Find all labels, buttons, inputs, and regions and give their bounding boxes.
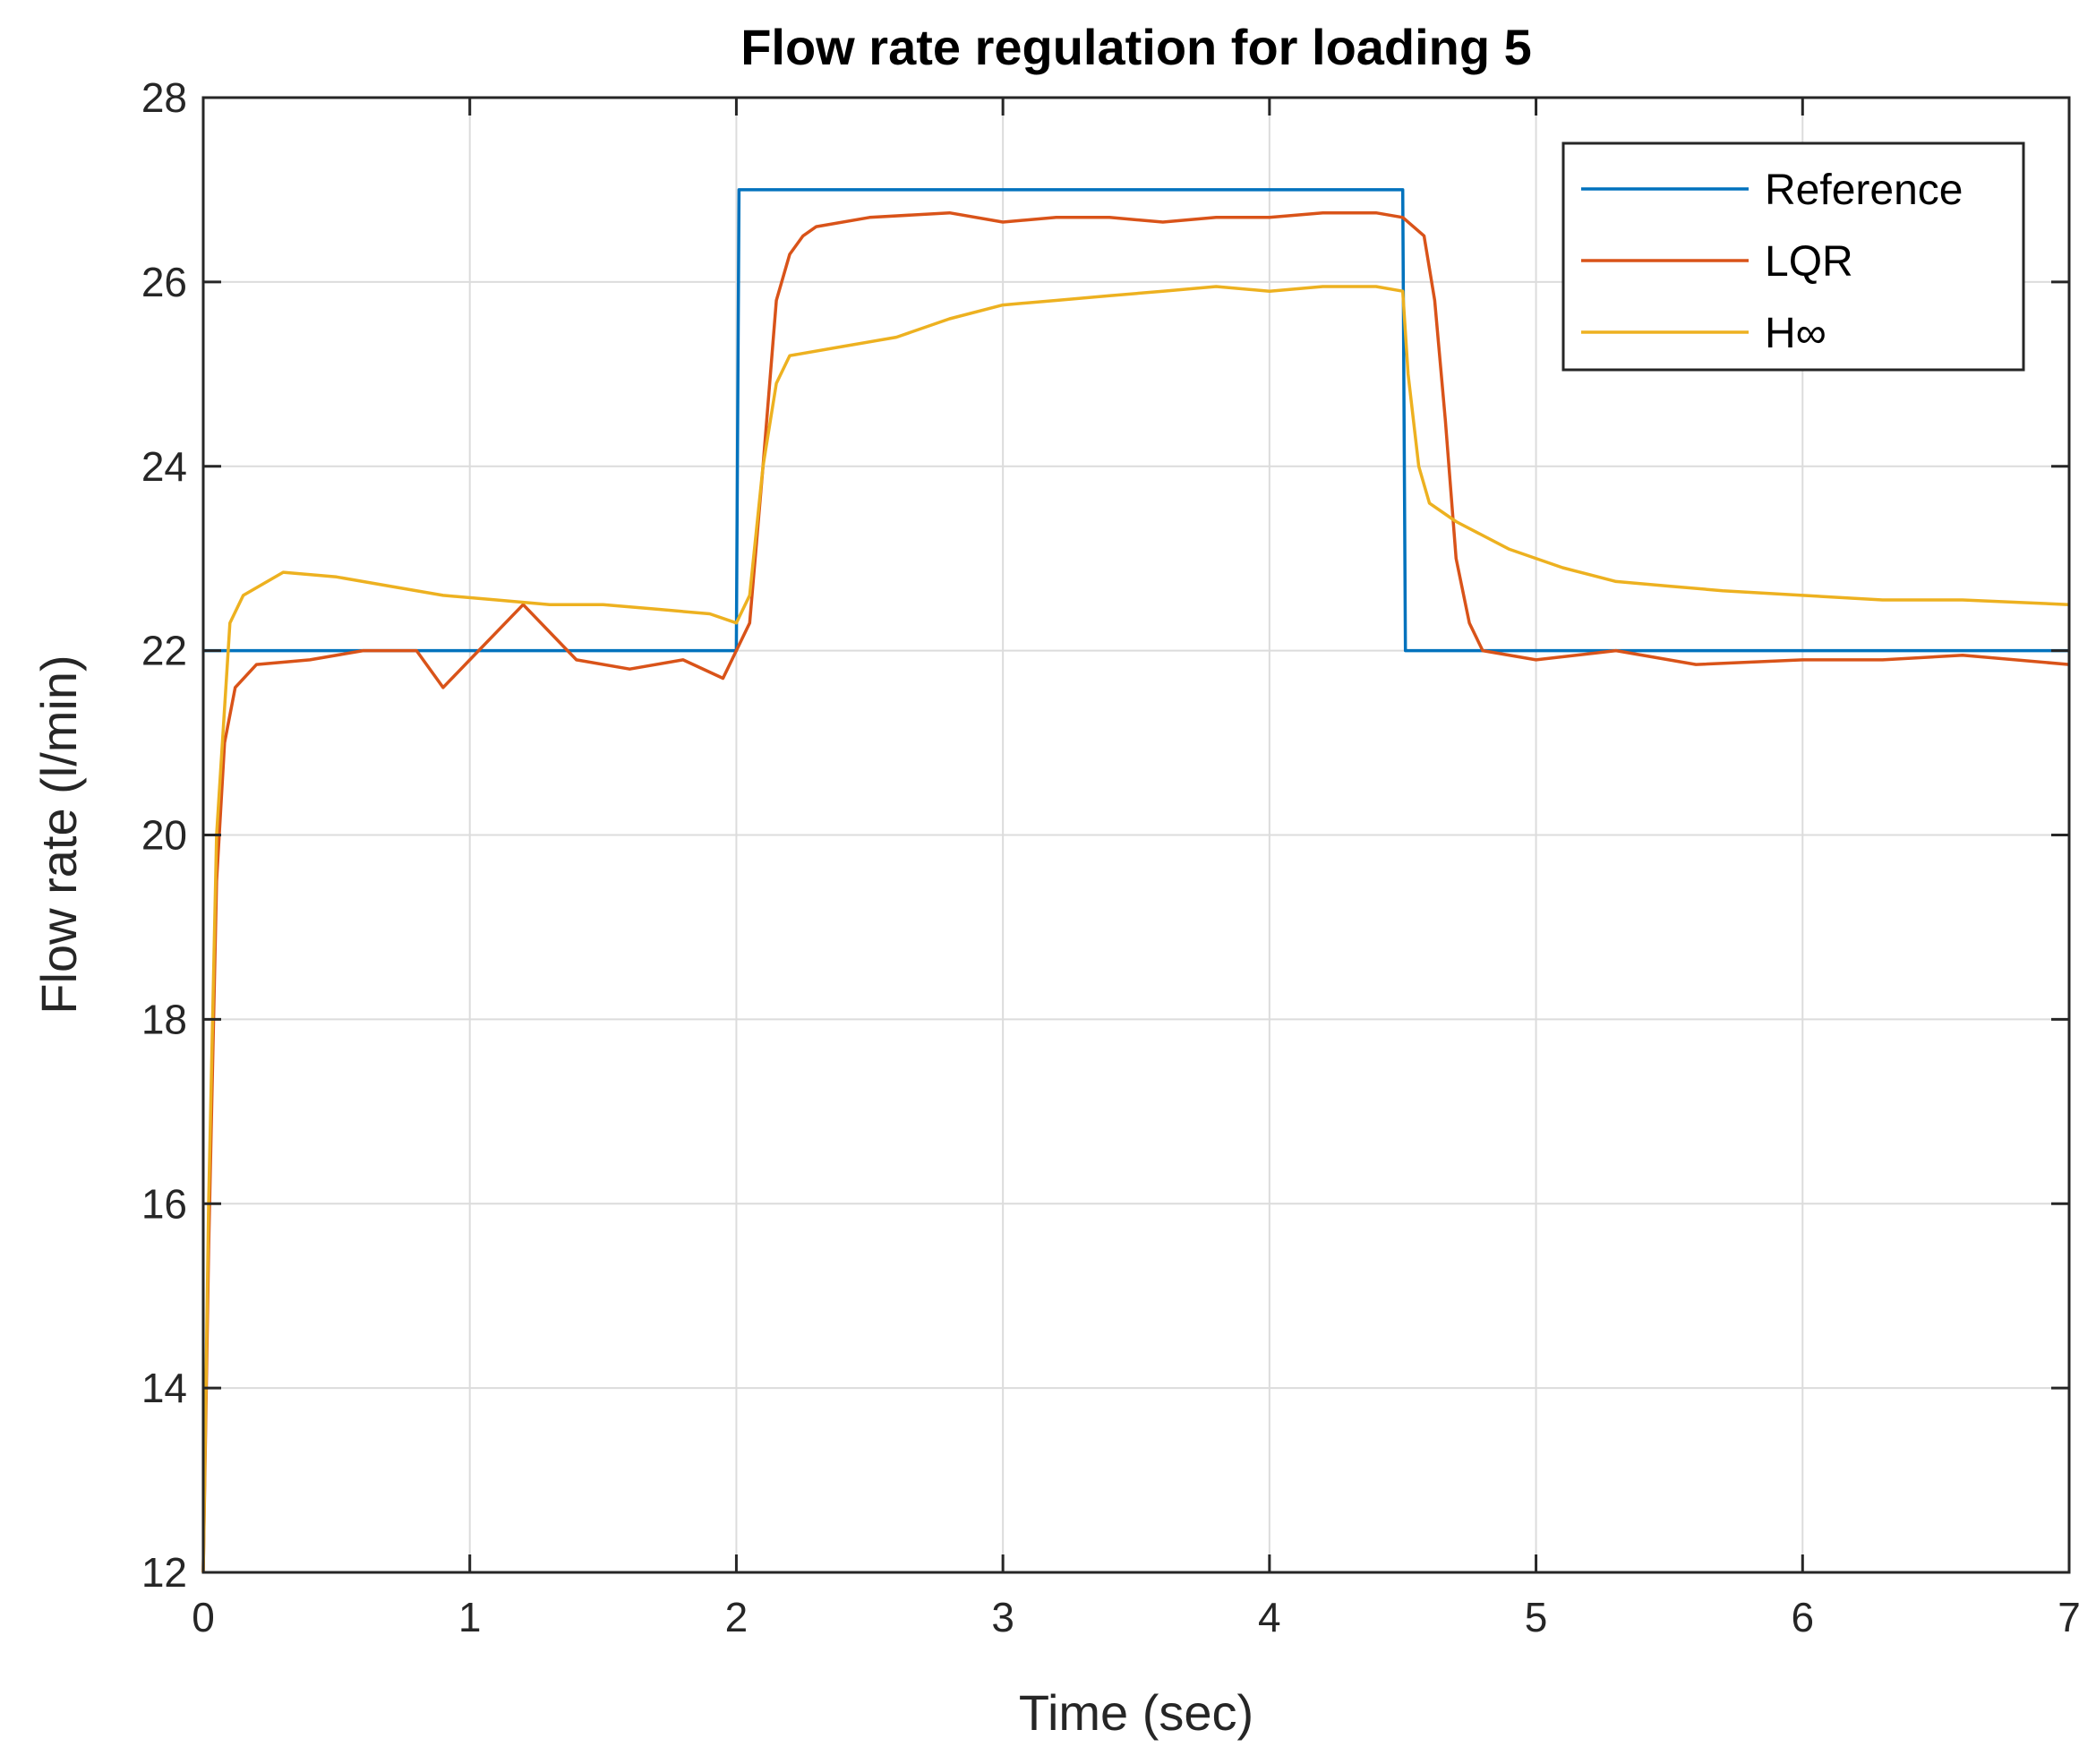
y-tick-label-22: 22 — [141, 628, 187, 674]
y-tick-label-28: 28 — [141, 74, 187, 121]
x-tick-label-4: 4 — [1258, 1594, 1281, 1640]
legend-label-2: H∞ — [1765, 310, 1827, 357]
x-tick-label-5: 5 — [1525, 1594, 1548, 1640]
x-tick-label-3: 3 — [991, 1594, 1014, 1640]
y-tick-label-24: 24 — [141, 443, 187, 490]
y-tick-label-18: 18 — [141, 996, 187, 1042]
series-line-2 — [201, 285, 2070, 1573]
legend-label-0: Reference — [1765, 167, 1963, 214]
y-tick-label-26: 26 — [141, 259, 187, 305]
series-line-0 — [203, 188, 2069, 653]
chart-title: Flow rate regulation for loading 5 — [740, 19, 1532, 75]
x-tick-label-0: 0 — [192, 1594, 215, 1640]
series-line-1 — [201, 210, 2070, 1573]
x-axis-label: Time (sec) — [1019, 1684, 1253, 1741]
x-tick-label-6: 6 — [1791, 1594, 1814, 1640]
y-tick-label-16: 16 — [141, 1180, 187, 1227]
y-axis-label: Flow rate (l/min) — [30, 655, 87, 1014]
y-tick-label-12: 12 — [141, 1549, 187, 1596]
y-tick-label-14: 14 — [141, 1365, 187, 1411]
series-lines — [201, 188, 2070, 1573]
x-tick-label-2: 2 — [725, 1594, 749, 1640]
y-tick-label-20: 20 — [141, 812, 187, 859]
legend: Reference LQR H∞ — [1561, 141, 2025, 372]
x-tick-label-1: 1 — [458, 1594, 482, 1640]
ticks — [201, 96, 2071, 1574]
x-tick-label-7: 7 — [2058, 1594, 2081, 1640]
legend-label-1: LQR — [1765, 238, 1853, 286]
